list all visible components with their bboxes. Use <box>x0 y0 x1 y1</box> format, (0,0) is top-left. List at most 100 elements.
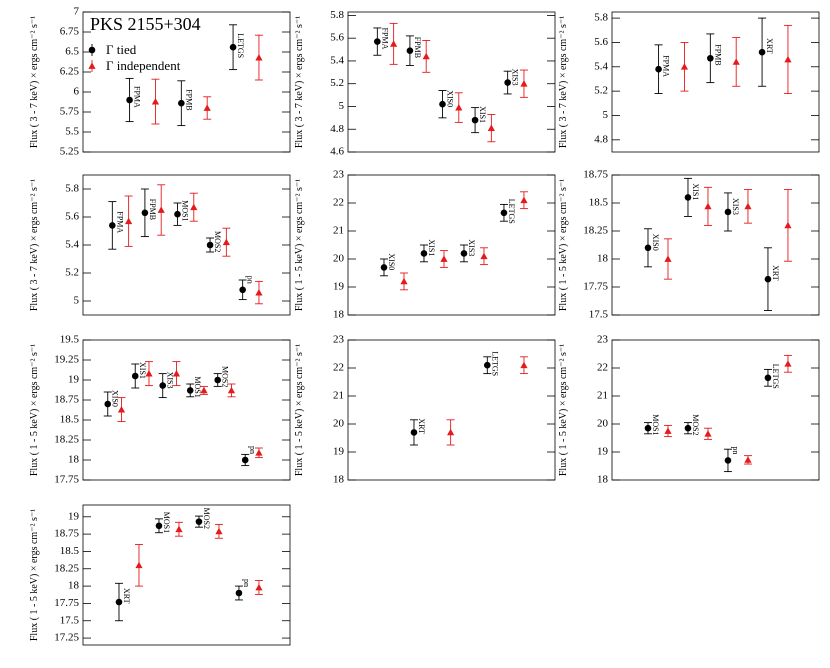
y-tick-label: 18.5 <box>589 197 609 209</box>
triangle-marker <box>704 202 712 210</box>
triangle-marker <box>125 217 133 225</box>
triangle-marker <box>117 406 126 413</box>
point-label: XIS3 <box>511 69 520 86</box>
plot-frame <box>82 504 291 646</box>
circle-marker <box>239 286 246 294</box>
y-tick-label: 6.75 <box>60 26 80 38</box>
y-tick-label: 18.25 <box>583 225 608 237</box>
triangle-marker <box>190 203 198 211</box>
point-label: MOS1 <box>162 512 171 533</box>
y-tick-label: 4.8 <box>330 123 344 135</box>
y-tick-label: 20 <box>333 418 345 430</box>
triangle-marker <box>175 525 183 533</box>
point-label: LETGS <box>507 199 516 224</box>
panel: 17.75 18 18.25 18.5 18.75 19 19.25 19.5 Flux ( 1… <box>29 334 291 486</box>
triangle-marker <box>255 54 263 61</box>
circle-marker <box>684 424 692 432</box>
circle-marker <box>460 250 468 257</box>
triangle-marker <box>784 221 792 229</box>
circle-marker <box>439 100 446 108</box>
y-tick-label: 19 <box>68 510 80 522</box>
point-label: XRT <box>417 418 426 434</box>
y-tick-label: 5.6 <box>330 32 344 44</box>
point-label: XIS3 <box>467 239 476 256</box>
y-tick-label: 5.8 <box>65 183 79 195</box>
y-tick-label: 4.6 <box>330 146 344 158</box>
y-tick-label: 18.25 <box>54 434 79 446</box>
panel: 18 19 20 21 22 23 Flux ( 1 - 5 keV) × ergs cm⁻… <box>294 334 556 486</box>
circle-marker <box>500 209 508 217</box>
point-label: LETGS <box>771 364 780 389</box>
triangle-marker <box>784 55 792 63</box>
y-tick-label: 5.4 <box>594 60 608 72</box>
y-tick-label: 19.25 <box>54 354 79 366</box>
triangle-marker <box>157 206 165 213</box>
circle-marker <box>724 457 732 464</box>
y-tick-label: 17.25 <box>54 632 79 644</box>
triangle-marker <box>255 583 263 591</box>
triangle-marker <box>227 386 236 394</box>
y-axis-label: Flux ( 3 - 7 keV) × ergs cm⁻² s⁻¹ <box>29 16 40 148</box>
circle-marker <box>131 372 139 380</box>
point-label: MOS1 <box>651 414 660 435</box>
y-tick-label: 18.5 <box>60 545 80 557</box>
triangle-marker <box>222 238 230 246</box>
legend-marker <box>88 46 96 54</box>
panel: 17.5 17.75 18 18.25 18.5 18.75 Flux ( 1 - 5 ke… <box>558 169 820 321</box>
circle-marker <box>406 47 414 54</box>
triangle-marker <box>172 370 181 377</box>
circle-marker <box>195 518 203 525</box>
triangle-marker <box>704 430 712 437</box>
point-label: MOS1 <box>193 376 202 397</box>
y-tick-label: 5.8 <box>594 12 608 24</box>
triangle-marker <box>520 196 528 204</box>
y-tick-label: 5 <box>603 109 609 121</box>
triangle-marker <box>455 104 463 111</box>
point-label: XIS3 <box>731 198 740 215</box>
point-label: FPMB <box>413 37 422 58</box>
triangle-marker <box>145 370 153 377</box>
panel: 5.25 5.5 5.75 6 6.25 6.5 6.75 7 Flux ( 3 - 7 keV… <box>29 6 291 158</box>
plot-frame <box>347 11 556 153</box>
legend-label: Γ tied <box>106 42 137 57</box>
plot-frame <box>611 339 820 481</box>
circle-marker <box>758 48 766 56</box>
circle-marker <box>380 264 388 271</box>
y-tick-label: 22 <box>333 197 344 209</box>
y-tick-label: 7 <box>74 6 80 18</box>
y-tick-label: 18.5 <box>60 414 80 426</box>
y-tick-label: 4.8 <box>594 133 608 145</box>
circle-marker <box>724 208 732 216</box>
triangle-marker <box>784 360 792 367</box>
circle-marker <box>235 589 243 597</box>
triangle-marker <box>744 202 752 210</box>
point-label: XIS1 <box>691 183 700 200</box>
triangle-marker <box>664 427 672 434</box>
plot-frame <box>347 339 556 481</box>
point-label: FPMA <box>662 55 671 77</box>
triangle-marker <box>744 456 752 463</box>
y-tick-label: 17.5 <box>589 309 609 321</box>
circle-marker <box>764 275 772 283</box>
point-label: XIS3 <box>166 372 175 389</box>
point-label: pn <box>248 446 257 454</box>
y-tick-label: 21 <box>597 390 608 402</box>
y-tick-label: 5.2 <box>594 85 608 97</box>
y-tick-label: 18.75 <box>54 528 79 540</box>
circle-marker <box>229 43 237 51</box>
y-tick-label: 6 <box>74 86 80 98</box>
triangle-marker <box>487 124 495 131</box>
y-axis-label: Flux ( 3 - 7 keV) × ergs cm⁻² s⁻¹ <box>29 179 40 311</box>
circle-marker <box>410 429 418 436</box>
point-label: XIS0 <box>387 253 396 270</box>
point-label: XIS1 <box>427 239 436 256</box>
y-tick-label: 18 <box>68 454 80 466</box>
point-label: pn <box>246 276 255 284</box>
point-label: XIS0 <box>651 234 660 251</box>
circle-marker <box>374 38 381 45</box>
y-axis-label: Flux ( 3 - 7 keV) × ergs cm⁻² s⁻¹ <box>294 16 305 148</box>
legend-label: Γ independent <box>106 58 181 73</box>
circle-marker <box>159 382 167 389</box>
triangle-marker <box>520 80 528 87</box>
y-axis-label: Flux ( 1 - 5 keV) × ergs cm⁻² s⁻¹ <box>29 509 40 641</box>
